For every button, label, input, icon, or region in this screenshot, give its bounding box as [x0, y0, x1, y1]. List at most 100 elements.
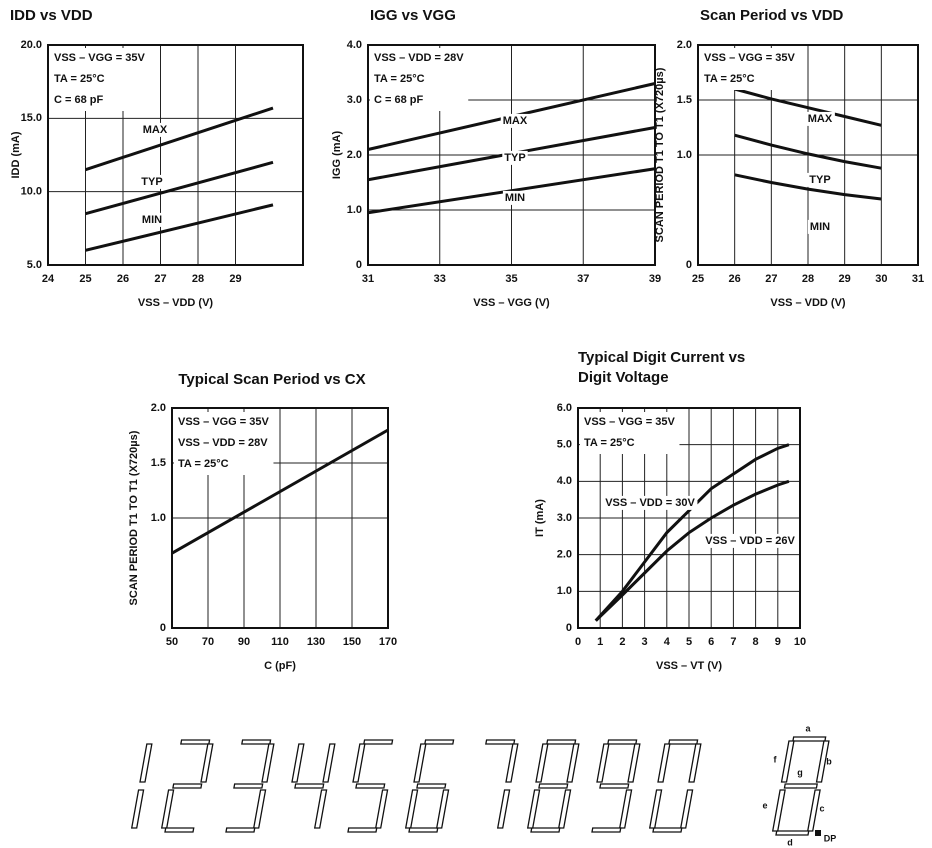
data-line [734, 87, 882, 127]
x-tick-label: 7 [730, 636, 736, 648]
segment [172, 783, 203, 789]
series-label-bg [603, 495, 698, 510]
x-tick-label: 6 [708, 636, 714, 648]
segment [352, 743, 366, 783]
series-label: MAX [503, 115, 528, 127]
segment [783, 783, 818, 789]
chart-title: Digit Voltage [578, 369, 669, 386]
y-axis-label: IGG (mA) [331, 131, 343, 180]
segment [347, 827, 378, 833]
data-line [367, 167, 656, 215]
segment [546, 739, 577, 745]
segment [294, 783, 325, 789]
x-tick-label: 1 [597, 636, 603, 648]
segment [435, 789, 450, 829]
x-tick-label: 31 [912, 273, 924, 285]
annotation-bg [700, 48, 800, 90]
segment [526, 789, 541, 829]
x-tick-label: 5 [686, 636, 692, 648]
x-axis-label: VSS – VDD (V) [138, 297, 214, 309]
segment-label: g [797, 767, 803, 777]
y-axis-label: SCAN PERIOD T1 TO T1 (X720µs) [654, 67, 666, 242]
series-label-bg [502, 190, 528, 205]
display-digit [526, 739, 580, 833]
x-tick-label: 31 [362, 273, 374, 285]
segment-label: e [762, 800, 767, 810]
series-label: TYP [809, 174, 830, 186]
segment-label: a [805, 723, 811, 733]
y-tick-label: 3.0 [557, 512, 572, 524]
x-tick-label: 28 [802, 273, 814, 285]
segment [374, 789, 389, 829]
annotation: VSS – VGG = 35V [704, 52, 795, 64]
display-digit [160, 739, 214, 833]
x-tick-label: 26 [729, 273, 741, 285]
segment [413, 743, 427, 783]
x-axis-label: VSS – VGG (V) [473, 297, 550, 309]
y-tick-label: 1.0 [557, 585, 572, 597]
y-tick-label: 0 [686, 259, 692, 271]
series-label: MIN [142, 214, 162, 226]
x-tick-label: 70 [202, 636, 214, 648]
segment [363, 739, 394, 745]
series-label-bg [805, 111, 835, 126]
segment [355, 783, 386, 789]
segment [408, 827, 439, 833]
annotation-bg [174, 412, 274, 475]
x-tick-label: 110 [271, 636, 289, 648]
segment [538, 783, 569, 789]
segment [139, 743, 153, 783]
display-digit [130, 743, 153, 829]
data-line [594, 443, 790, 622]
segment [668, 739, 699, 745]
segment [261, 743, 275, 783]
annotation-bg [370, 48, 469, 111]
y-tick-label: 1.0 [677, 149, 692, 161]
segment [252, 789, 267, 829]
segment [688, 743, 702, 783]
series-label: VSS – VDD = 30V [605, 497, 695, 509]
x-tick-label: 29 [229, 273, 241, 285]
segment [416, 783, 447, 789]
x-tick-label: 3 [642, 636, 648, 648]
y-tick-label: 3.0 [347, 94, 362, 106]
y-tick-label: 2.0 [347, 149, 362, 161]
segment [424, 739, 455, 745]
series-label-bg [139, 174, 165, 189]
segment [815, 740, 830, 783]
series-label-bg [500, 113, 530, 128]
segment [607, 739, 638, 745]
segment [679, 789, 694, 829]
x-tick-label: 2 [619, 636, 625, 648]
segment [160, 789, 175, 829]
segment [180, 739, 211, 745]
segment [233, 783, 264, 789]
y-tick-label: 10.0 [21, 186, 42, 198]
y-tick-label: 5.0 [27, 259, 42, 271]
series-label: TYP [504, 152, 525, 164]
y-tick-label: 0 [566, 622, 572, 634]
segment [627, 743, 641, 783]
x-tick-label: 10 [794, 636, 806, 648]
x-tick-label: 0 [575, 636, 581, 648]
plot-frame [367, 44, 656, 266]
display-digit [648, 739, 702, 833]
segment-label: DP [824, 833, 837, 843]
x-tick-label: 90 [238, 636, 250, 648]
plot-frame [171, 407, 389, 629]
x-tick-label: 25 [692, 273, 704, 285]
data-line [734, 173, 882, 201]
display-digit [347, 739, 394, 833]
x-tick-label: 24 [42, 273, 55, 285]
chart-title: Scan Period vs VDD [700, 7, 844, 24]
y-tick-label: 5.0 [557, 439, 572, 451]
segment [771, 789, 786, 832]
segment [485, 739, 516, 745]
y-tick-label: 4.0 [557, 475, 572, 487]
series-label-bg [807, 219, 833, 234]
data-line [171, 428, 389, 555]
series-label-bg [703, 533, 798, 548]
chart-title: IGG vs VGG [370, 7, 456, 24]
segment [535, 743, 549, 783]
